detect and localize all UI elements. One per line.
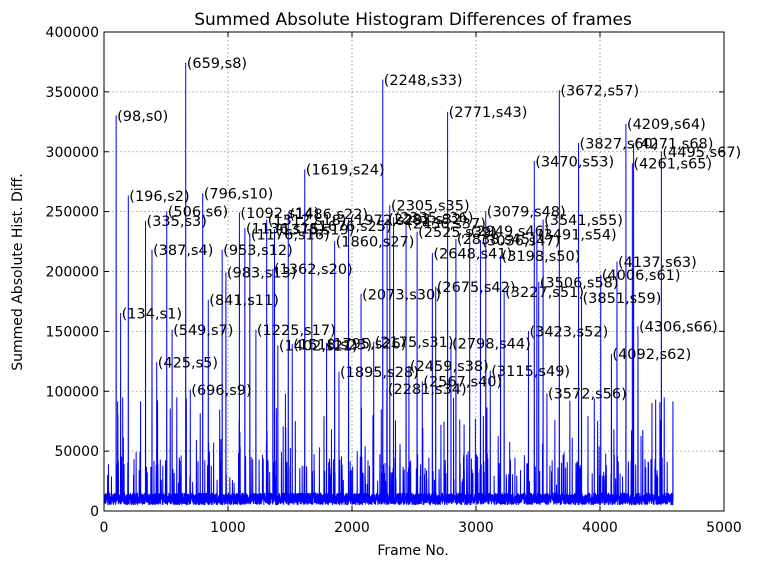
peak-annotation: (2949,s46) xyxy=(471,224,550,240)
peak-annotation: (3115,s49) xyxy=(491,364,570,380)
y-tick-label: 100000 xyxy=(46,384,99,400)
peak-annotation: (1676,s25) xyxy=(313,219,392,235)
peak-annotation: (796,s10) xyxy=(204,187,274,203)
peak-annotation: (841,s11) xyxy=(209,293,279,309)
x-tick-label: 1000 xyxy=(210,520,246,536)
x-tick-label: 0 xyxy=(100,520,109,536)
y-tick-label: 400000 xyxy=(46,25,99,41)
peak-annotation: (425,s5) xyxy=(158,356,218,372)
peak-annotation: (1860,s27) xyxy=(336,235,415,251)
peak-annotation: (1092,s14) xyxy=(240,206,319,222)
peak-annotation: (2459,s38) xyxy=(410,359,489,375)
y-tick-label: 50000 xyxy=(54,444,99,460)
y-tick-label: 250000 xyxy=(46,205,99,221)
peak-annotation: (3036,s47) xyxy=(481,233,560,249)
peak-annotation: (983,s13) xyxy=(227,266,297,282)
peak-annotation: (2281,s34) xyxy=(388,382,467,398)
y-tick-label: 150000 xyxy=(46,324,99,340)
x-tick-label: 5000 xyxy=(706,520,742,536)
peak-annotation: (4261,s65) xyxy=(633,157,712,173)
peak-annotation: (3079,s48) xyxy=(487,205,566,221)
series-line xyxy=(103,62,674,506)
peak-annotation: (2648,s41) xyxy=(433,247,512,263)
peak-annotation: (1486,s22) xyxy=(289,207,368,223)
peak-annotation: (1362,s20) xyxy=(274,262,353,278)
peak-annotation: (1895,s28) xyxy=(340,365,419,381)
y-tick-label: 300000 xyxy=(46,145,99,161)
peak-annotation: (2675,s42) xyxy=(437,280,516,296)
x-tick-label: 3000 xyxy=(458,520,494,536)
peak-annotation: (953,s12) xyxy=(223,243,293,259)
peak-annotation: (3827,s60) xyxy=(580,136,659,152)
peak-annotation: (4209,s64) xyxy=(627,117,706,133)
y-tick-label: 0 xyxy=(90,504,99,520)
peak-annotation: (2283,s32) xyxy=(388,212,467,228)
peak-annotation: (3851,s59) xyxy=(583,291,662,307)
peak-annotation: (2073,s30) xyxy=(362,287,441,303)
peak-annotation: (2436,s37) xyxy=(407,217,486,233)
peak-annotation: (659,s8) xyxy=(187,56,247,72)
peak-annotation: (1518,s23) xyxy=(293,338,372,354)
x-tick-label: 2000 xyxy=(334,520,370,536)
y-axis-label: Summed Absolute Hist. Diff. xyxy=(10,173,26,371)
peak-annotation: (3198,s50) xyxy=(502,249,581,265)
peak-annotation: (506,s6) xyxy=(168,205,228,221)
peak-annotation: (2838,s45) xyxy=(457,232,536,248)
peak-annotation: (2567,s40) xyxy=(423,375,502,391)
peak-annotation: (2798,s44) xyxy=(452,336,531,352)
peak-annotation: (3423,s52) xyxy=(529,324,608,340)
peak-annotation: (4006,s61) xyxy=(602,268,681,284)
peak-annotation: (3506,s58) xyxy=(540,275,619,291)
peak-annotation: (4271,s68) xyxy=(635,136,714,152)
chart-title: Summed Absolute Histogram Differences of… xyxy=(194,10,632,30)
peak-annotation: (1312,s18) xyxy=(268,213,347,229)
peak-annotation: (3541,s55) xyxy=(544,213,623,229)
peak-annotation: (196,s2) xyxy=(129,189,189,205)
peak-annotations: (98,s0) (134,s1) (196,s2) (335,s3) (387,s4) (… xyxy=(117,56,741,403)
peak-annotation: (4495,s67) xyxy=(662,145,741,161)
peak-annotation: (2305,s35) xyxy=(391,199,470,215)
peak-annotation: (2248,s33) xyxy=(384,73,463,89)
peak-annotation: (335,s3) xyxy=(147,214,207,230)
peak-annotation: (3572,s56) xyxy=(548,387,627,403)
x-axis-label: Frame No. xyxy=(377,543,448,559)
peak-annotation: (4306,s66) xyxy=(639,320,718,336)
y-tick-label: 350000 xyxy=(46,85,99,101)
peak-annotation: (1225,s17) xyxy=(257,323,336,339)
peak-annotation: (4137,s63) xyxy=(618,255,697,271)
peak-annotation: (3227,s51) xyxy=(505,285,584,301)
peak-annotation: (1619,s24) xyxy=(306,163,385,179)
peak-annotation: (98,s0) xyxy=(117,109,168,125)
peak-annotation: (1375,s19) xyxy=(276,223,355,239)
y-tick-label: 200000 xyxy=(46,265,99,281)
x-tick-label: 4000 xyxy=(582,520,618,536)
peak-annotation: (549,s7) xyxy=(173,323,233,339)
peak-annotation: (2525,s39) xyxy=(418,225,497,241)
peak-annotation: (1972,s29) xyxy=(350,213,429,229)
peak-annotation: (2335,s36) xyxy=(395,211,474,227)
peak-annotation: (2175,s31) xyxy=(375,335,454,351)
peak-annotation: (387,s4) xyxy=(153,243,213,259)
peak-annotation: (2771,s43) xyxy=(449,105,528,121)
peak-annotation: (1176,s16) xyxy=(251,227,330,243)
peak-annotation: (1795,s26) xyxy=(328,336,407,352)
axis-ticks: 0 1000 2000 3000 4000 50000500001000001500002… xyxy=(46,25,742,536)
peak-annotation: (3491,s54) xyxy=(538,227,617,243)
data-series xyxy=(103,62,674,506)
peak-annotation: (3470,s53) xyxy=(535,154,614,170)
peak-annotation: (134,s1) xyxy=(122,306,182,322)
peak-annotation: (1136,s15) xyxy=(246,221,325,237)
peak-annotation: (4092,s62) xyxy=(612,347,691,363)
peak-annotation: (3672,s57) xyxy=(560,84,639,100)
peak-annotation: (696,s9) xyxy=(191,383,251,399)
peak-annotation: (1402,s21) xyxy=(279,339,358,355)
